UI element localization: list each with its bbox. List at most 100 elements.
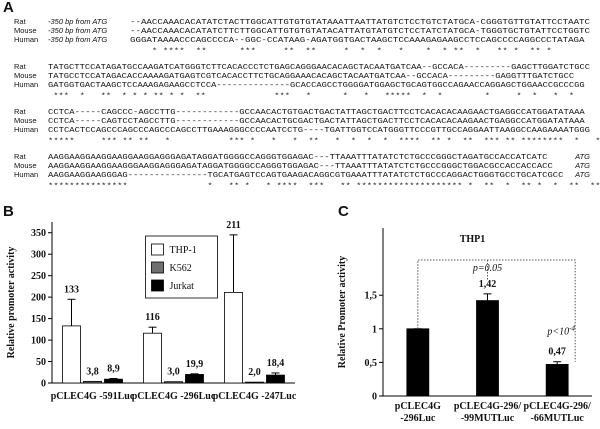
error-bar <box>483 293 492 301</box>
y-tick-label: 300 <box>31 250 46 261</box>
sequence: CCTCA-----CAGTCCTAGCCTTG------------GCCA… <box>48 118 585 126</box>
x-tick-label: pCLEC4G -296Luc <box>395 401 441 424</box>
y-tick-label: 0,5 <box>365 358 378 369</box>
species-label: Human <box>14 125 38 134</box>
species-label: Rat <box>14 107 27 116</box>
x-tick-label: pCLEC4G -247Luc <box>213 391 297 402</box>
value-label: 211 <box>226 220 240 231</box>
species-label: Mouse <box>14 116 37 125</box>
value-label: 1,42 <box>479 279 497 290</box>
legend-label: THP-1 <box>170 245 197 256</box>
y-axis-label: Relative promoter activity <box>6 247 17 359</box>
sequence: TATGCCTCCATAGACACCAAAAGATGAGTCGTCACACCTT… <box>48 73 575 81</box>
y-tick-label: 150 <box>31 314 46 325</box>
sequence: CCTCACTCCAGCCCAGCCCAGCCCAGCCTTGAAAGGGCCC… <box>48 127 591 135</box>
error-bar <box>67 298 76 326</box>
panel-letter: C <box>338 203 349 220</box>
bar <box>476 300 499 397</box>
y-tick-label: 0 <box>372 392 377 403</box>
annotation-text: p<10 <box>546 326 569 337</box>
sequence-prefix: -350 bp from ATG <box>48 35 107 44</box>
value-label: 133 <box>64 284 79 295</box>
x-tick-label-line: pCLEC4G-296/ <box>524 401 591 412</box>
y-tick-label: 1 <box>372 324 377 335</box>
value-label: 8,9 <box>107 364 120 375</box>
x-tick-label-line: pCLEC4G <box>395 401 441 412</box>
value-label: 3,8 <box>86 366 99 377</box>
sequence-prefix: -350 bp from ATG <box>48 17 107 26</box>
species-label: Mouse <box>14 71 37 80</box>
y-tick-label: 0 <box>41 379 46 390</box>
conservation-line: * **** ** *** ** ** * * * * * * ** * ** … <box>130 48 552 56</box>
chart-title: THP1 <box>460 234 486 245</box>
x-tick-label: pCLEC4G -591Luc <box>51 391 135 402</box>
value-label: 0,47 <box>548 347 566 358</box>
sequence-suffix: ATG <box>574 170 590 179</box>
error-bar <box>190 373 199 375</box>
y-tick-label: 200 <box>31 293 46 304</box>
y-axis-label: Relative Promoter activity <box>337 256 348 368</box>
x-tick-label: pCLEC4G -296Luc <box>132 391 216 402</box>
conservation-line: *************** * ** * * **** *** ** ***… <box>48 183 600 191</box>
x-tick-label: pCLEC4G-296/-66MUTLuc <box>524 401 591 424</box>
value-label: 116 <box>145 312 159 323</box>
annotation-text: p=0.05 <box>472 263 502 274</box>
sequence: AAGGAAGGAAGGAAGGGAAGGAGGGAGATAGGATGGGGCC… <box>48 163 553 171</box>
y-tick-label: 350 <box>31 228 46 239</box>
x-tick-label: pCLEC4G-296/-99MUTLuc <box>454 401 521 424</box>
bar <box>83 380 102 384</box>
species-label: Human <box>14 170 38 179</box>
legend-swatch <box>151 261 164 274</box>
bar <box>185 374 204 384</box>
value-label: 2,0 <box>248 367 261 378</box>
legend-label: Jurkat <box>170 281 195 292</box>
x-tick-label-line: -296Luc <box>400 413 436 424</box>
species-label: Rat <box>14 17 27 26</box>
y-tick-label: 50 <box>36 357 46 368</box>
x-tick-label-line: pCLEC4G-296/ <box>454 401 521 412</box>
conservation-line: *** * ** * * * ** * * ** *** * * * *****… <box>48 93 574 101</box>
bar <box>104 378 123 384</box>
sequence-prefix: -350 bp from ATG <box>48 26 107 35</box>
sequence: TATGCTTCCATAGATGCCAAGATCATGGGTCTTCACACCC… <box>48 64 591 72</box>
x-tick-label-line: -66MUTLuc <box>530 413 584 424</box>
significance-bracket <box>417 259 576 362</box>
panel-letter: B <box>3 203 14 220</box>
bar <box>545 364 569 397</box>
bar <box>62 325 81 384</box>
species-label: Human <box>14 80 38 89</box>
x-tick-label-line: -99MUTLuc <box>461 413 515 424</box>
sequence: GATGGTGACTAAGCTCCAAAGAGAAGCCTCCA--------… <box>48 82 585 90</box>
panel-letter: A <box>3 0 14 16</box>
value-label: 19,9 <box>186 359 204 370</box>
species-label: Mouse <box>14 161 37 170</box>
bar <box>143 332 162 384</box>
value-label: 18,4 <box>267 358 285 369</box>
sequence: CCTCA-----CAGCCC-AGCCTTG------------GCCA… <box>48 109 585 117</box>
bar <box>245 381 264 384</box>
annotation-superscript: -4 <box>569 324 575 332</box>
species-label: Rat <box>14 62 27 71</box>
error-bar <box>148 326 157 334</box>
sequence: --AACCAAACACATATCTACTTGGCATTGTGTGTATAAAT… <box>130 19 591 27</box>
sequence: GGGATAAAACCCAGCCCCA--GGC-CCATAAG-AGATGGT… <box>130 37 585 45</box>
sequence: AAGGAAGGAAGGGAG---------------TGCATGAGTC… <box>48 172 564 180</box>
y-tick-label: 1,5 <box>365 291 378 302</box>
bar <box>224 292 243 384</box>
error-bar <box>229 234 238 293</box>
sequence: --AACCAAACACATATCTTCTTGGCATTGTGTGTATACAT… <box>130 28 591 36</box>
annotation: p<10-4 <box>546 324 575 337</box>
bar <box>406 328 430 397</box>
conservation-line: ***** *** ** ** * *** * * * ** * * * * *… <box>48 138 600 146</box>
error-bar <box>271 372 280 376</box>
error-bar <box>553 361 562 365</box>
annotation: p=0.05 <box>472 263 502 274</box>
species-label: Mouse <box>14 26 37 35</box>
bar <box>266 374 285 384</box>
y-tick-label: 100 <box>31 336 46 347</box>
sequence-suffix: ATG <box>574 152 590 161</box>
bar <box>164 381 183 384</box>
legend-swatch <box>151 243 164 256</box>
value-label: 3,0 <box>167 367 180 378</box>
